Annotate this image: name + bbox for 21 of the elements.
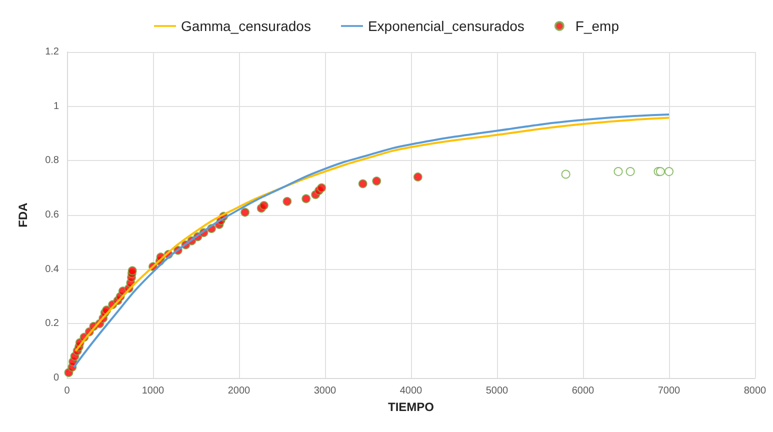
x-tick-label: 3000 xyxy=(314,386,337,396)
y-tick-label: 0.4 xyxy=(45,264,60,275)
y-tick-label: 0.6 xyxy=(45,210,60,220)
x-tick-label: 1000 xyxy=(142,386,165,396)
x-tick-label: 0 xyxy=(64,386,70,396)
y-tick-label: 1.2 xyxy=(45,46,60,58)
x-tick-label: 8000 xyxy=(744,386,767,396)
legend-label: Gamma_censurados xyxy=(181,18,311,34)
y-axis-title: FDA xyxy=(16,202,30,228)
x-tick-label: 5000 xyxy=(486,386,509,396)
x-tick-label: 6000 xyxy=(572,386,595,396)
y-tick-label: 0.2 xyxy=(45,318,60,330)
x-axis-title: TIEMPO xyxy=(388,400,434,414)
x-tick-label: 2000 xyxy=(228,386,251,396)
x-tick-label: 7000 xyxy=(658,386,681,396)
y-tick-label: 1 xyxy=(53,100,60,112)
x-tick-label: 4000 xyxy=(400,386,423,396)
legend-label: F_emp xyxy=(575,18,620,34)
y-tick-label: 0 xyxy=(53,372,60,384)
legend-label: Exponencial_censurados xyxy=(368,18,524,34)
y-tick-label: 0.8 xyxy=(45,155,60,166)
